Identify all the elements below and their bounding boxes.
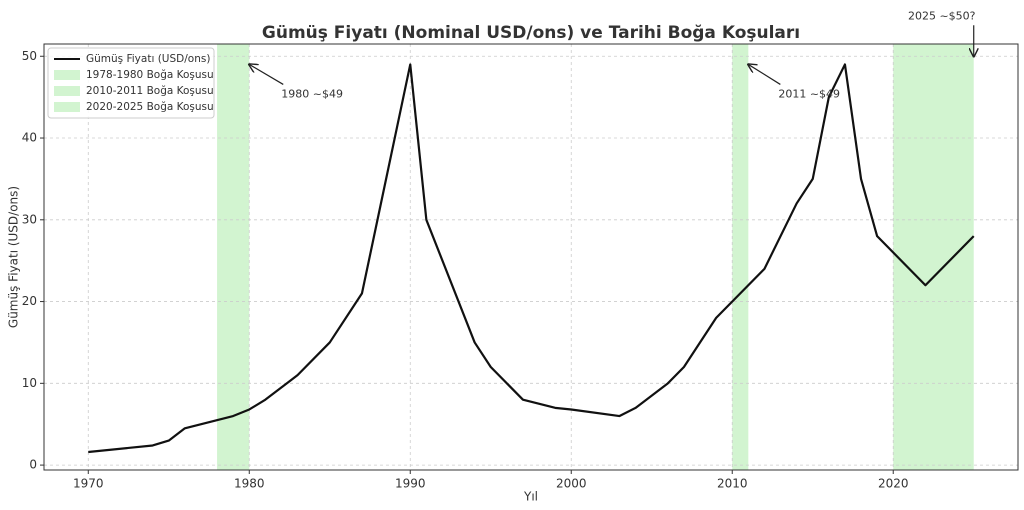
legend-label: Gümüş Fiyatı (USD/ons) bbox=[86, 53, 210, 65]
y-tick-label: 10 bbox=[22, 376, 37, 390]
span bbox=[893, 44, 974, 470]
x-tick-label: 1970 bbox=[73, 477, 104, 491]
annotation: 2011 ~$49 bbox=[778, 87, 840, 100]
plot-frame bbox=[43, 43, 1019, 471]
legend-box bbox=[47, 47, 215, 119]
y-tick-label: 30 bbox=[22, 212, 37, 226]
legend-swatch bbox=[54, 102, 80, 112]
legend-swatch bbox=[54, 70, 80, 80]
legend-label: 1978-1980 Boğa Koşusu bbox=[86, 69, 214, 81]
y-axis-label: Gümüş Fiyatı (USD/ons) bbox=[7, 186, 21, 328]
y-tick-label: 0 bbox=[29, 458, 37, 472]
legend: Gümüş Fiyatı (USD/ons) 1978-1980 Boğa Koş… bbox=[47, 47, 215, 119]
x-tick-label: 2000 bbox=[556, 477, 587, 491]
legend-label: 2010-2011 Boğa Koşusu bbox=[86, 85, 214, 97]
span bbox=[732, 44, 749, 470]
line bbox=[88, 63, 975, 454]
y-tick-label: 20 bbox=[22, 294, 37, 308]
span bbox=[217, 44, 250, 470]
x-tick-label: 2010 bbox=[717, 477, 748, 491]
x-tick-label: 1990 bbox=[395, 477, 426, 491]
x-tick-label: 1980 bbox=[234, 477, 265, 491]
legend-label: 2020-2025 Boğa Koşusu bbox=[86, 101, 214, 113]
annotation: 1980 ~$49 bbox=[281, 87, 343, 100]
annotation-arrow bbox=[748, 64, 781, 85]
chart-title: Gümüş Fiyatı (Nominal USD/ons) ve Tarihi… bbox=[262, 23, 800, 43]
annotation: 2025 ~$50? bbox=[908, 9, 976, 22]
y-tick-label: 40 bbox=[22, 131, 37, 145]
y-tick-label: 50 bbox=[22, 49, 37, 63]
legend-swatch bbox=[54, 86, 80, 96]
x-tick-label: 2020 bbox=[878, 477, 909, 491]
x-axis-label: Yıl bbox=[523, 490, 538, 504]
annotation-arrow bbox=[249, 64, 284, 85]
